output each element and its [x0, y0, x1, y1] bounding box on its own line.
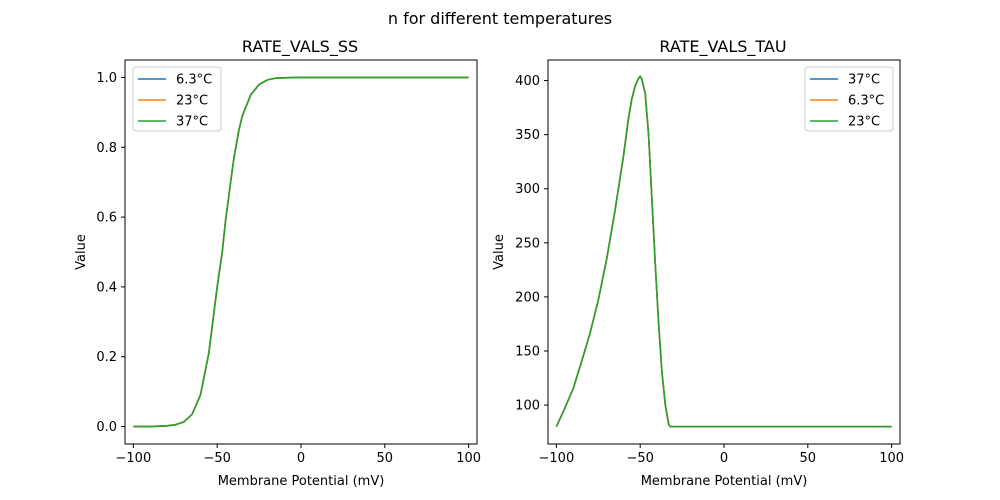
tau-series-line-2 [555, 75, 892, 428]
tau-y-tick-label: 300 [515, 182, 540, 197]
tau-legend: 37°C 6.3°C 23°C [804, 66, 894, 132]
tau-y-tick-label: 200 [515, 290, 540, 305]
ss-legend-box [132, 66, 222, 132]
ss-chart-panel: RATE_VALS_SS −100 −50 0 50 100 0.0 0.2 0.4 0.6 0.… [74, 37, 481, 489]
ss-x-axis-label: Membrane Potential (mV) [218, 474, 385, 489]
ss-chart-title: RATE_VALS_SS [242, 37, 358, 57]
ss-legend-label: 6.3°C [176, 73, 212, 88]
tau-chart-panel: RATE_VALS_TAU −100 −50 0 50 100 100 150 200 250 3… [492, 37, 904, 489]
tau-x-tick-label: −100 [539, 451, 575, 466]
ss-x-tick-label: 50 [377, 451, 394, 466]
tau-x-tick-label: 0 [720, 451, 728, 466]
ss-x-tick-label: 100 [456, 451, 481, 466]
ss-legend: 6.3°C 23°C 37°C [132, 66, 222, 132]
tau-plot-frame [547, 59, 901, 445]
tau-y-tick-label: 100 [515, 399, 540, 414]
tau-y-tick-label: 250 [515, 236, 540, 251]
ss-plot-frame [124, 59, 478, 445]
tau-legend-label: 23°C [848, 115, 880, 130]
ss-y-axis-label: Value [74, 234, 89, 270]
ss-y-tick-label: 0.8 [96, 141, 117, 156]
tau-x-tick-label: 100 [879, 451, 904, 466]
tau-x-tick-label: −50 [626, 451, 653, 466]
ss-y-tick-label: 1.0 [96, 71, 117, 86]
ss-legend-label: 23°C [176, 94, 208, 109]
ss-y-tick-label: 0.6 [96, 211, 117, 226]
ss-y-tick-label: 0.4 [96, 280, 117, 295]
ss-x-tick-label: −50 [203, 451, 230, 466]
tau-chart-title: RATE_VALS_TAU [659, 37, 786, 57]
tau-x-axis-label: Membrane Potential (mV) [641, 474, 808, 489]
figure-title: n for different temperatures [388, 9, 612, 28]
ss-legend-label: 37°C [176, 115, 208, 130]
ss-series-line-2 [133, 76, 469, 428]
ss-y-tick-label: 0.2 [96, 350, 117, 365]
tau-y-tick-label: 150 [515, 344, 540, 359]
tau-y-tick-label: 350 [515, 128, 540, 143]
tau-x-tick-label: 50 [800, 451, 817, 466]
tau-y-axis-label: Value [492, 234, 507, 270]
tau-legend-label: 37°C [848, 73, 880, 88]
tau-legend-label: 6.3°C [848, 94, 884, 109]
ss-x-tick-label: −100 [116, 451, 152, 466]
ss-y-tick-label: 0.0 [96, 420, 117, 435]
tau-y-tick-label: 400 [515, 74, 540, 89]
tau-legend-box [804, 66, 894, 132]
ss-x-tick-label: 0 [297, 451, 305, 466]
